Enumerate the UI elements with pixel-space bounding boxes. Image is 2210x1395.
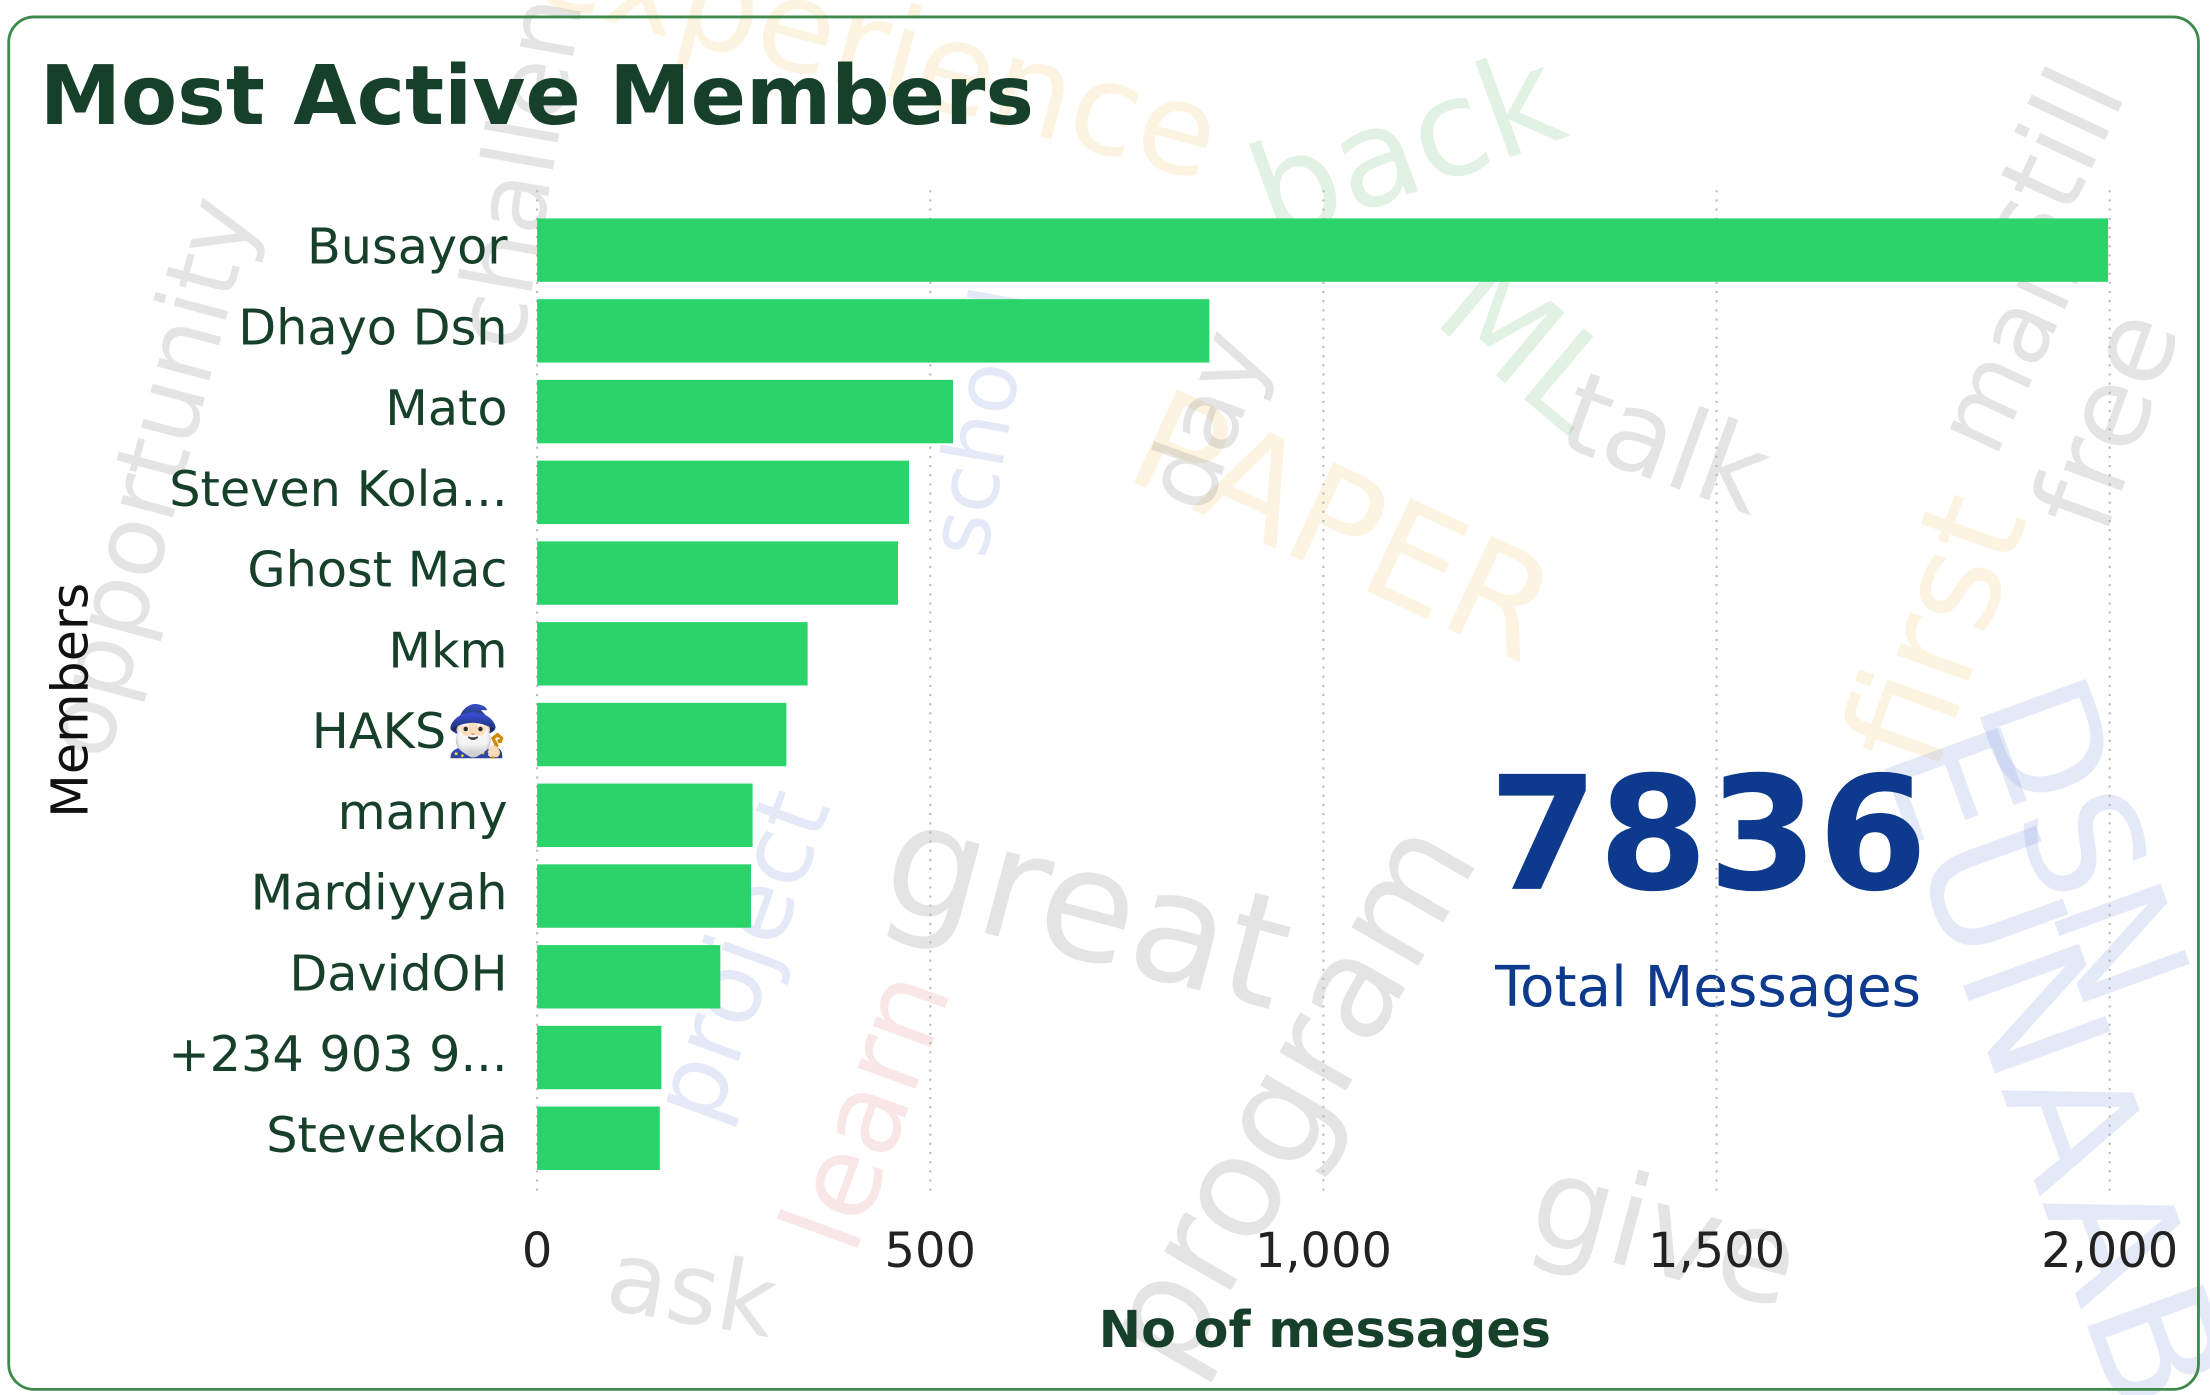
- bar: [537, 541, 899, 605]
- chart-title: Most Active Members: [40, 49, 1034, 144]
- background-word: talk: [1545, 345, 1787, 541]
- bar: [537, 622, 808, 686]
- background-word: ask: [599, 1219, 785, 1362]
- card-value: 7836: [1488, 744, 1927, 927]
- bar: [537, 864, 752, 928]
- card-border: [7, 15, 2200, 1391]
- y-axis-title: Members: [41, 583, 100, 818]
- bar: [537, 1025, 662, 1090]
- y-tick-label: Busayor: [307, 218, 508, 276]
- x-tick-label: 500: [885, 1224, 976, 1279]
- x-tick-label: 2,000: [2041, 1224, 2178, 1279]
- bar: [537, 218, 2109, 282]
- y-tick-label: Mkm: [388, 621, 507, 679]
- x-tick-label: 1,000: [1255, 1224, 1392, 1279]
- y-tick-label: Dhayo Dsn: [238, 298, 507, 356]
- card-label: Total Messages: [1494, 955, 1921, 1020]
- y-tick-label: Steven Kola...: [169, 460, 507, 518]
- y-tick-label: Ghost Mac: [247, 541, 507, 599]
- bar: [537, 1106, 660, 1170]
- bar: [537, 460, 910, 525]
- x-tick-label: 0: [522, 1224, 552, 1279]
- y-tick-label: +234 903 9...: [168, 1025, 507, 1083]
- y-tick-label: DavidOH: [289, 944, 507, 1002]
- bar: [537, 702, 787, 767]
- bar: [537, 783, 753, 848]
- y-tick-label: Stevekola: [266, 1106, 507, 1164]
- x-axis-title: No of messages: [1099, 1300, 1551, 1359]
- y-tick-label: Mardiyyah: [251, 864, 508, 922]
- background-word: learn: [755, 954, 977, 1267]
- bar: [537, 945, 721, 1009]
- y-tick-label: HAKS🧙🏻‍♂️: [312, 702, 508, 760]
- bar: [537, 299, 1210, 363]
- y-tick-label: Mato: [385, 379, 507, 437]
- y-tick-label: manny: [338, 783, 508, 841]
- bar: [537, 379, 954, 444]
- x-tick-label: 1,500: [1648, 1224, 1785, 1279]
